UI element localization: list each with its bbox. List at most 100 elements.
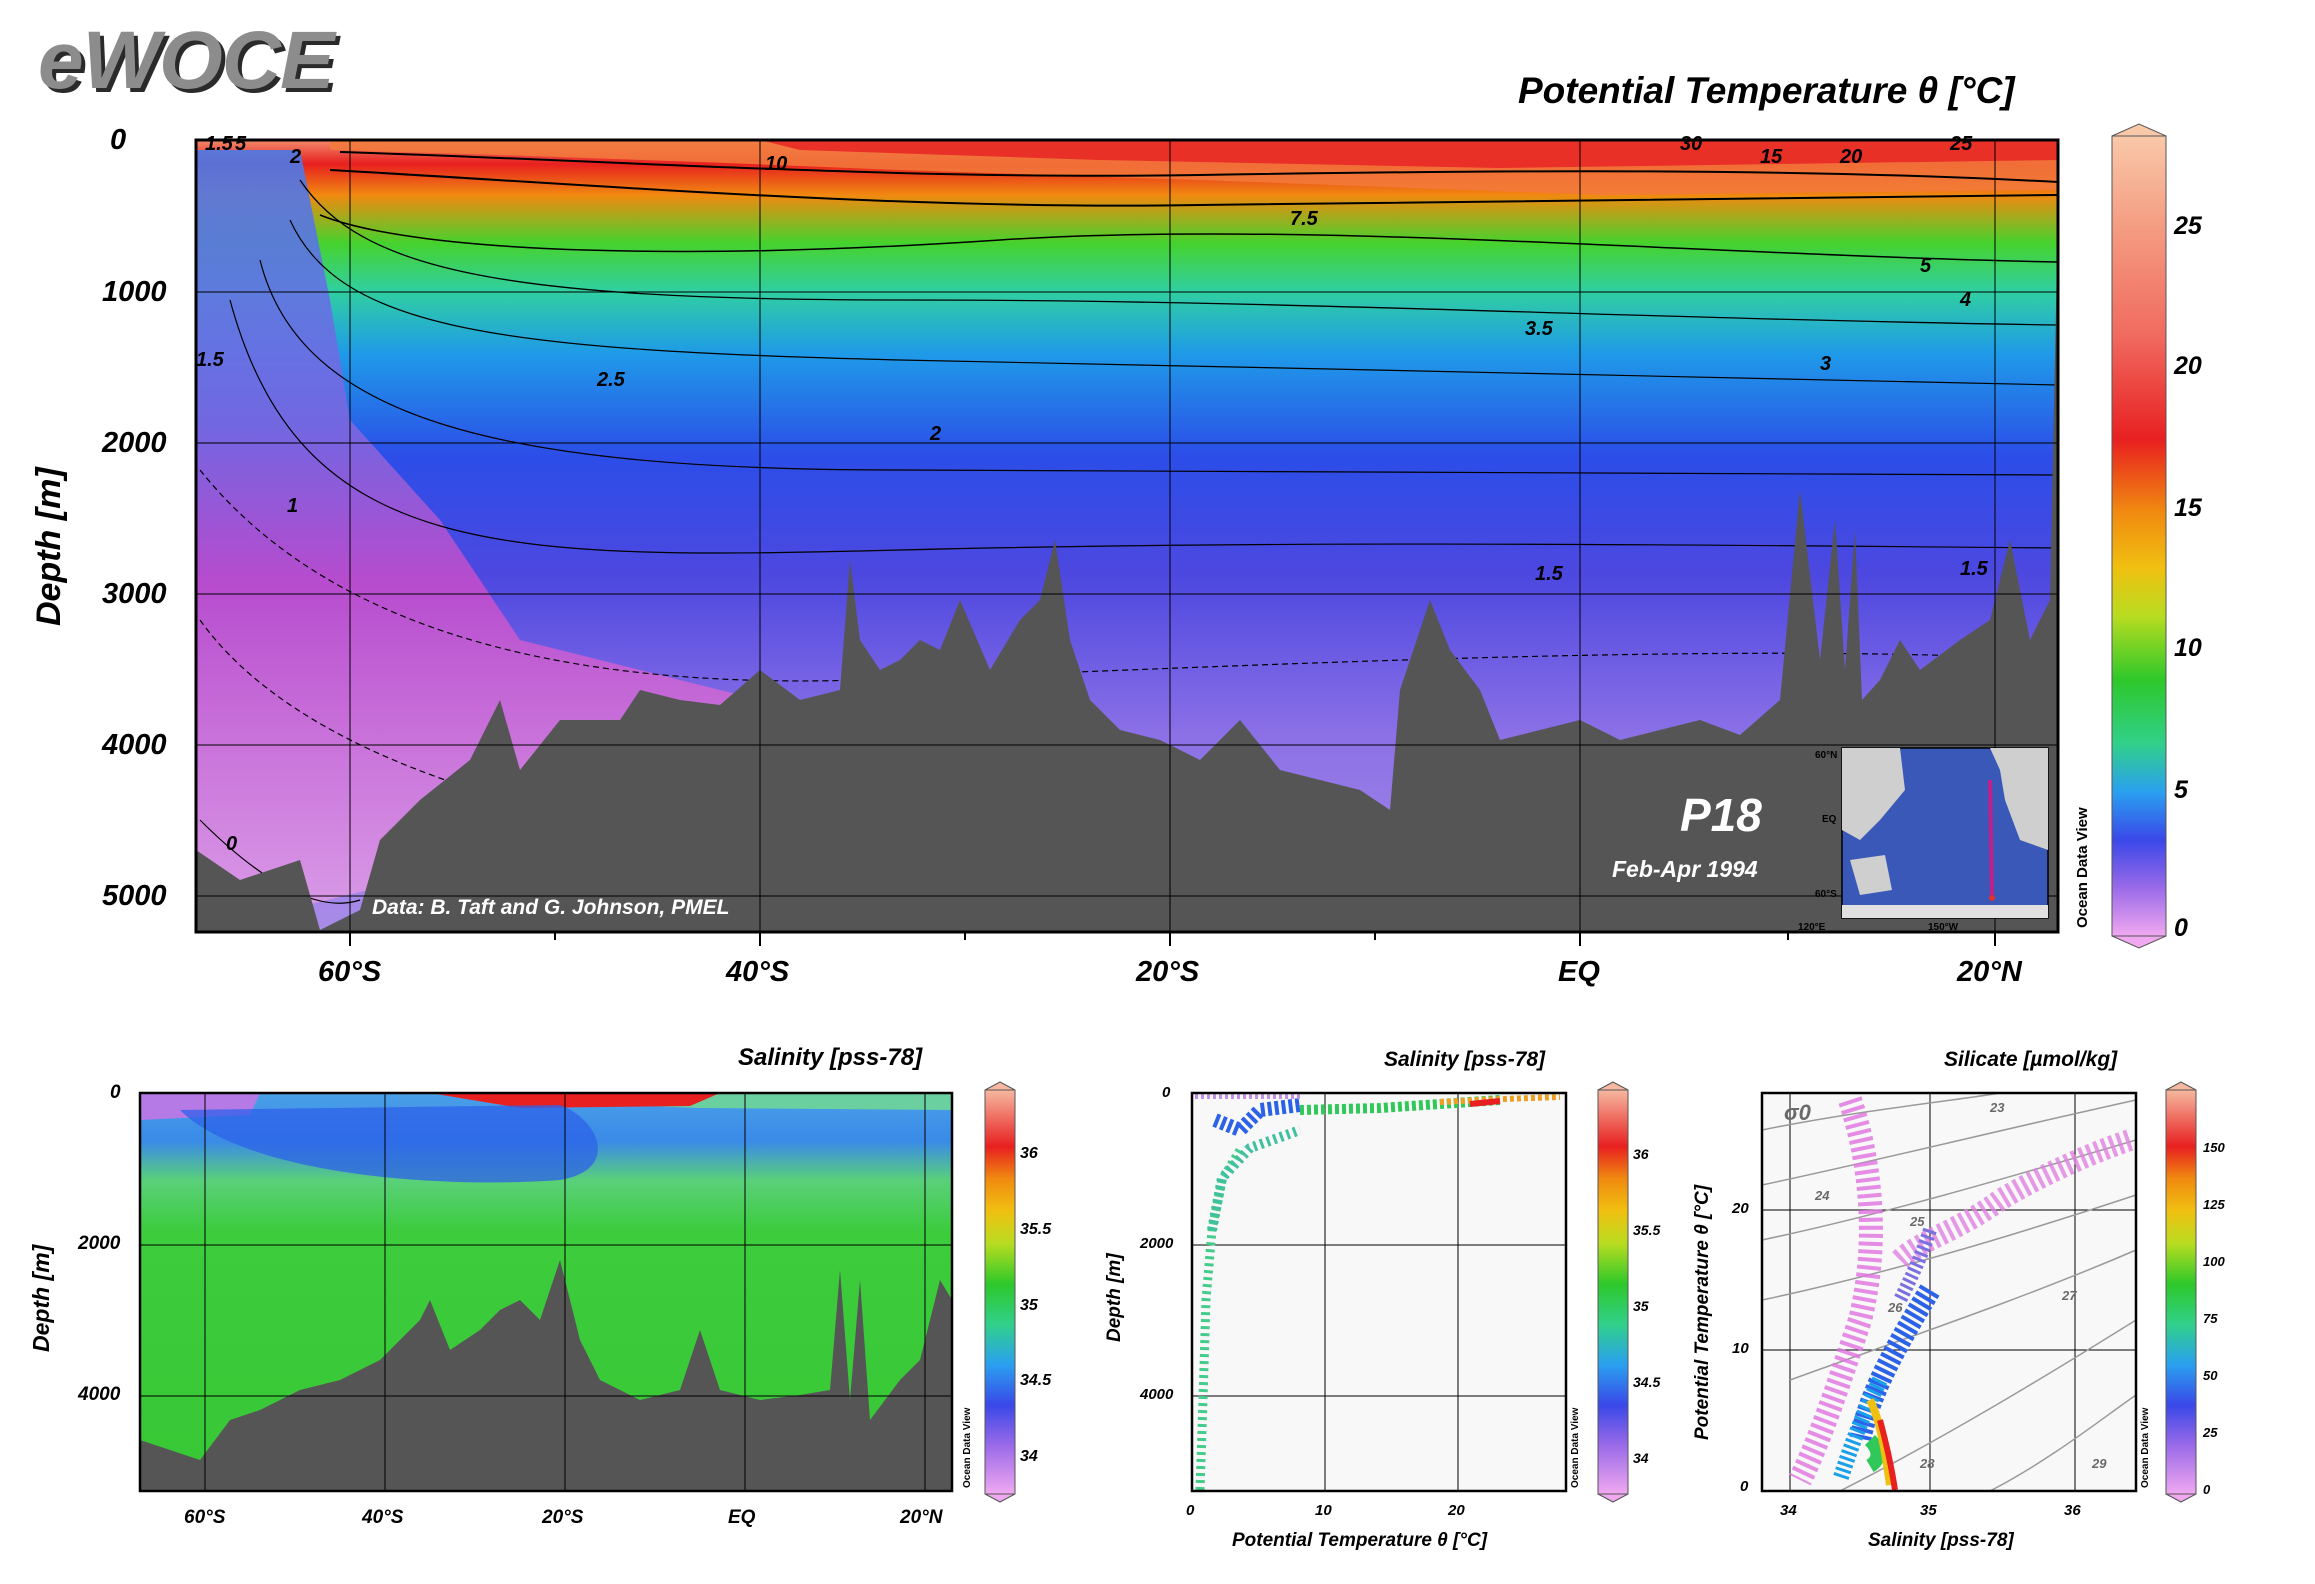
main-gridlines [196, 140, 2058, 932]
main-y-tick: 3000 [102, 578, 167, 610]
salinity-x-tick: 40°S [362, 1507, 404, 1528]
contour-label: 1 [287, 495, 298, 517]
ts-colorbar-tick: 25 [2203, 1425, 2218, 1440]
profile-colorbar-tick: 36 [1633, 1146, 1649, 1162]
contour-label: 1.5 [196, 349, 225, 371]
main-x-tick: 40°S [726, 956, 790, 988]
contour-label: 7.5 [1290, 208, 1319, 230]
ts-y-tick: 0 [1740, 1478, 1749, 1495]
main-title: Potential Temperature θ [°C] [1518, 70, 2015, 111]
surface-hot-layer [760, 140, 2058, 168]
contour-label: 25 [1949, 133, 1973, 155]
salinity-colorbar-tick: 35 [1020, 1297, 1038, 1314]
main-y-tick: 1000 [102, 276, 167, 308]
salinity-x-tick: 20°S [542, 1507, 584, 1528]
salinity-y-tick: 2000 [78, 1233, 121, 1254]
contour-label-group: 30 15 20 25 10 7.5 5 4 3.5 3 2.5 2 1.5 1… [196, 133, 1989, 855]
contour-label: 1.5 [1535, 563, 1564, 585]
ts-colorbar-tick: 50 [2203, 1368, 2218, 1383]
ts-colorbar-tick: 150 [2203, 1140, 2225, 1155]
contour-label: 10 [765, 153, 787, 175]
isopycnal-label: 24 [1814, 1188, 1830, 1203]
salinity-y-tick: 4000 [78, 1384, 121, 1405]
contour-label: 5 [235, 133, 247, 155]
ts-x-label: Salinity [pss-78] [1868, 1530, 2014, 1551]
inset-label: 60°N [1815, 750, 1837, 761]
main-y-tick: 2000 [102, 427, 167, 459]
sigma-label: σ0 [1784, 1100, 1812, 1125]
profile-colorbar-tick: 34.5 [1633, 1374, 1661, 1390]
profile-colorbar-tick: 35.5 [1633, 1222, 1661, 1238]
inset-cruise-map: 60°N EQ 60°S 120°E 150°W [1798, 747, 2049, 933]
isopycnal-label: 28 [1919, 1456, 1935, 1471]
inset-label: 150°W [1928, 922, 1959, 933]
ewoce-logo: eWOCE [38, 15, 335, 106]
isopycnal-lines [1761, 1092, 2137, 1492]
contour-label: 20 [1839, 146, 1862, 168]
isopycnal-label: 26 [1887, 1300, 1903, 1315]
colorbar-tick: 25 [2174, 212, 2202, 240]
ts-colorbar-tick: 100 [2203, 1254, 2225, 1269]
salinity-colorbar-tick: 36 [1020, 1145, 1038, 1162]
main-plot-frame [194, 138, 2060, 934]
colorbar-tick: 15 [2174, 494, 2202, 522]
odv-watermark: Ocean Data View [2140, 1407, 2151, 1488]
contour-label: 15 [1760, 146, 1783, 168]
contour-label: 1.5 [205, 133, 234, 155]
main-y-tick: 0 [110, 124, 127, 156]
ts-colorbar-tick: 0 [2203, 1482, 2211, 1497]
main-y-tick: 5000 [102, 880, 167, 912]
seafloor-bathymetry [196, 210, 2058, 932]
inset-label: 60°S [1815, 889, 1837, 900]
isopycnal-label: 23 [1989, 1100, 2005, 1115]
profile-x-tick: 0 [1186, 1502, 1195, 1519]
main-x-tick: 20°N [1957, 956, 2022, 988]
contour-label: 30 [1680, 133, 1702, 155]
salinity-y-tick: 0 [110, 1082, 121, 1103]
cruise-label: P18 [1680, 789, 1762, 841]
inset-label: EQ [1822, 814, 1837, 825]
contour-label: 3 [1820, 353, 1831, 375]
main-x-tick: EQ [1558, 956, 1600, 988]
colorbar-tick: 5 [2174, 776, 2188, 804]
ts-colorbar-tick: 75 [2203, 1311, 2218, 1326]
ts-title: Silicate [µmol/kg] [1944, 1048, 2118, 1071]
salinity-x-tick: 20°N [900, 1507, 943, 1528]
profile-x-tick: 10 [1315, 1502, 1332, 1519]
inset-label: 120°E [1798, 922, 1826, 933]
profile-x-tick: 20 [1448, 1502, 1465, 1519]
contour-label: 5 [1920, 255, 1932, 277]
ts-y-tick: 10 [1732, 1340, 1749, 1357]
temperature-colorbar [2111, 135, 2167, 937]
salinity-x-tick: EQ [728, 1507, 756, 1528]
contour-label: 2 [929, 423, 941, 445]
data-credit: Data: B. Taft and G. Johnson, PMEL [372, 896, 730, 919]
ts-scatter-points [1789, 1096, 2134, 1491]
profile-title: Salinity [pss-78] [1384, 1048, 1546, 1071]
cruise-dates: Feb-Apr 1994 [1612, 856, 1758, 882]
colorbar-tick: 10 [2174, 634, 2202, 662]
ts-x-tick: 36 [2064, 1502, 2081, 1519]
salinity-section-title: Salinity [pss-78] [738, 1044, 923, 1071]
salinity-colorbar-tick: 35.5 [1020, 1221, 1052, 1238]
profile-colorbar-tick: 34 [1633, 1450, 1649, 1466]
contour-label: 2 [289, 146, 301, 168]
main-x-tick: 60°S [318, 956, 382, 988]
contour-label: 2.5 [596, 369, 626, 391]
ts-x-tick: 34 [1780, 1502, 1797, 1519]
profile-y-tick: 0 [1162, 1084, 1171, 1101]
main-x-tick: 20°S [1136, 956, 1200, 988]
contour-label: 0 [226, 833, 237, 855]
isopycnal-label: 25 [1909, 1214, 1925, 1229]
contour-label: 3.5 [1525, 318, 1554, 340]
ts-x-tick: 35 [1920, 1502, 1937, 1519]
isopycnal-label: 29 [2091, 1456, 2107, 1471]
ts-colorbar-tick: 125 [2203, 1197, 2225, 1212]
profile-x-label: Potential Temperature θ [°C] [1232, 1530, 1488, 1551]
profile-y-tick: 2000 [1140, 1235, 1174, 1252]
profile-y-tick: 4000 [1140, 1386, 1174, 1403]
